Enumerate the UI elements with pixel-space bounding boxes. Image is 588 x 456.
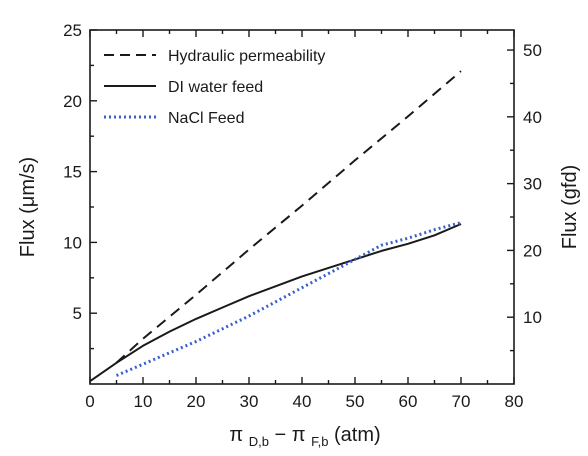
data-point-nacl bbox=[434, 229, 436, 231]
legend-item-nacl: NaCl Feed bbox=[104, 110, 244, 127]
data-point-nacl bbox=[195, 341, 197, 343]
legend-item-di-water: DI water feed bbox=[104, 79, 263, 96]
data-point-nacl bbox=[169, 352, 171, 354]
data-point-hydraulic bbox=[248, 248, 250, 250]
legend: Hydraulic permeability DI water feed NaC… bbox=[104, 48, 325, 127]
series-line-nacl bbox=[115, 221, 462, 377]
data-point-nacl bbox=[301, 287, 303, 289]
data-point-nacl bbox=[328, 273, 330, 275]
data-point-hydraulic bbox=[195, 294, 197, 296]
data-point-hydraulic bbox=[460, 70, 462, 72]
data-point-di-water bbox=[275, 285, 277, 287]
data-point-di-water bbox=[407, 243, 409, 245]
data-point-di-water bbox=[248, 295, 250, 297]
y-right-tick-label: 50 bbox=[523, 41, 542, 60]
legend-label-di-water: DI water feed bbox=[168, 79, 263, 96]
data-point-nacl bbox=[381, 244, 383, 246]
y-left-tick-label: 15 bbox=[63, 163, 82, 182]
y-axis-right-title: Flux (gfd) bbox=[559, 165, 581, 249]
data-point-nacl bbox=[222, 328, 224, 330]
y-right-tick-label: 20 bbox=[523, 241, 542, 260]
data-point-di-water bbox=[434, 234, 436, 236]
series-line-di-water bbox=[89, 223, 462, 383]
data-point-hydraulic bbox=[142, 338, 144, 340]
data-point-di-water bbox=[116, 362, 118, 364]
data-point-nacl bbox=[460, 222, 462, 224]
y-left-tick-label: 25 bbox=[63, 21, 82, 40]
x-title-mid: − π bbox=[274, 424, 305, 446]
y-right-tick-label: 40 bbox=[523, 108, 542, 127]
data-point-di-water bbox=[301, 275, 303, 277]
x-tick-label: 0 bbox=[85, 392, 94, 411]
data-point-di-water bbox=[169, 331, 171, 333]
data-point-nacl bbox=[248, 315, 250, 317]
data-point-nacl bbox=[116, 375, 118, 377]
x-tick-label: 40 bbox=[293, 392, 312, 411]
data-point-nacl bbox=[142, 363, 144, 365]
x-tick-label: 20 bbox=[187, 392, 206, 411]
data-point-di-water bbox=[328, 267, 330, 269]
x-tick-label: 70 bbox=[452, 392, 471, 411]
data-point-hydraulic bbox=[407, 115, 409, 117]
y-right-tick-label: 30 bbox=[523, 175, 542, 194]
x-tick-label: 80 bbox=[505, 392, 524, 411]
x-tick-label: 10 bbox=[134, 392, 153, 411]
data-point-di-water bbox=[195, 318, 197, 320]
x-tick-label: 50 bbox=[346, 392, 365, 411]
data-point-nacl bbox=[275, 301, 277, 303]
y-axis-left-title: Flux (μm/s) bbox=[17, 157, 39, 257]
y-left-tick-label: 20 bbox=[63, 92, 82, 111]
legend-item-hydraulic: Hydraulic permeability bbox=[104, 48, 325, 65]
series-line-hydraulic bbox=[115, 70, 462, 364]
data-point-hydraulic bbox=[354, 159, 356, 161]
x-tick-label: 60 bbox=[399, 392, 418, 411]
legend-label-hydraulic: Hydraulic permeability bbox=[168, 48, 325, 65]
data-point-di-water bbox=[381, 250, 383, 252]
x-title-pi-1: π bbox=[229, 424, 243, 446]
y-left-tick-label: 5 bbox=[73, 304, 82, 323]
x-tick-label: 30 bbox=[240, 392, 259, 411]
y-left-tick-label: 10 bbox=[63, 233, 82, 252]
x-title-sub-1: D,b bbox=[249, 434, 269, 449]
plot-frame bbox=[89, 29, 515, 385]
data-point-di-water bbox=[142, 345, 144, 347]
x-axis-title: π D,b − π F,b (atm) bbox=[229, 424, 380, 451]
data-point-nacl bbox=[407, 237, 409, 239]
legend-label-nacl: NaCl Feed bbox=[168, 110, 244, 127]
x-title-sub-2: F,b bbox=[311, 434, 328, 449]
x-title-unit: (atm) bbox=[334, 424, 381, 446]
data-point-hydraulic bbox=[301, 205, 303, 207]
y-right-tick-label: 10 bbox=[523, 308, 542, 327]
data-point-di-water bbox=[222, 307, 224, 309]
data-point-nacl bbox=[354, 258, 356, 260]
